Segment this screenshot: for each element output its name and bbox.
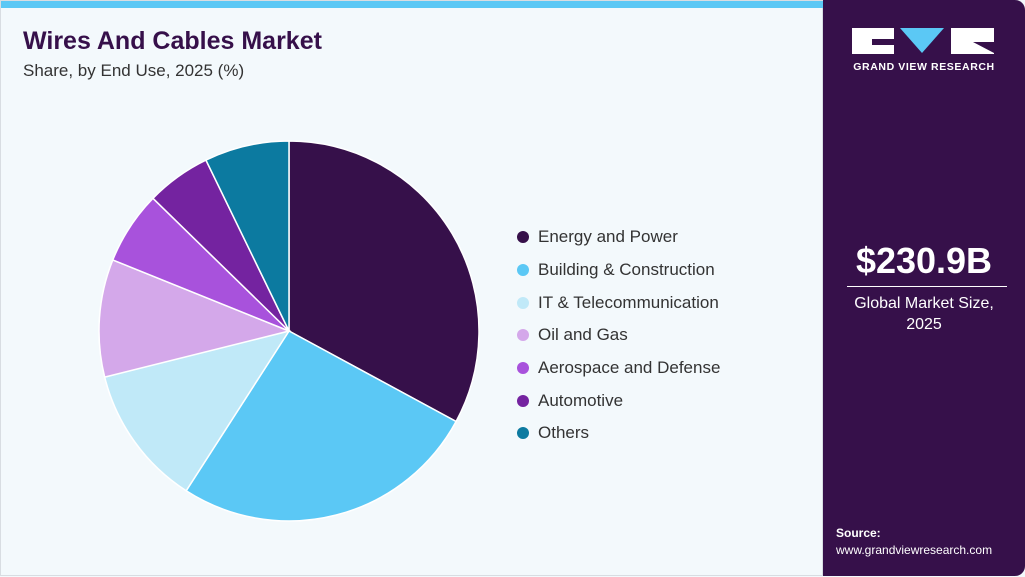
legend-label: Energy and Power [538, 227, 678, 247]
legend-item: IT & Telecommunication [517, 286, 720, 319]
source-url[interactable]: www.grandviewresearch.com [836, 543, 993, 557]
legend-label: Oil and Gas [538, 325, 628, 345]
legend-label: IT & Telecommunication [538, 292, 719, 312]
legend: Energy and Power Building & Construction I… [517, 221, 720, 450]
legend-label: Aerospace and Defense [538, 358, 721, 378]
market-size-value: $230.9B [855, 240, 993, 281]
legend-swatch [517, 362, 529, 375]
legend-item: Others [517, 417, 720, 450]
legend-swatch [517, 394, 529, 407]
legend-swatch [517, 329, 529, 342]
pie-slice-energy-and-power [288, 140, 480, 423]
legend-swatch [517, 296, 529, 309]
top-accent-bar [1, 1, 824, 8]
caption-line-2: 2025 [906, 316, 942, 333]
legend-label: Building & Construction [538, 260, 715, 280]
legend-item: Oil and Gas [517, 319, 720, 352]
divider [847, 286, 1007, 287]
grand-view-research-logo [852, 28, 994, 54]
market-size-caption: Global Market Size, 2025 [823, 293, 1025, 335]
sidebar: GRAND VIEW RESEARCH $230.9B Global Marke… [823, 0, 1025, 576]
legend-item: Aerospace and Defense [517, 352, 720, 385]
pie-slice-oil-and-gas [98, 258, 292, 379]
legend-swatch [517, 427, 529, 440]
legend-item: Building & Construction [517, 254, 720, 287]
pie-slice-others [204, 140, 290, 332]
caption-line-1: Global Market Size, [854, 295, 994, 312]
chart-subtitle: Share, by End Use, 2025 (%) [23, 61, 245, 80]
legend-swatch [517, 231, 529, 244]
pie-chart [98, 140, 480, 522]
legend-swatch [517, 264, 529, 277]
legend-label: Others [538, 423, 590, 443]
legend-item: Automotive [517, 384, 720, 417]
legend-label: Automotive [538, 390, 624, 410]
chart-title: Wires And Cables Market [23, 27, 322, 55]
legend-item: Energy and Power [517, 221, 720, 254]
brand-name: GRAND VIEW RESEARCH [853, 61, 995, 73]
pie-slice-building-construction [185, 330, 458, 522]
chart-panel: Wires And Cables Market Share, by End Us… [0, 0, 824, 576]
source-label: Source: [836, 526, 881, 540]
pie-slice-it-telecommunication [103, 329, 291, 492]
